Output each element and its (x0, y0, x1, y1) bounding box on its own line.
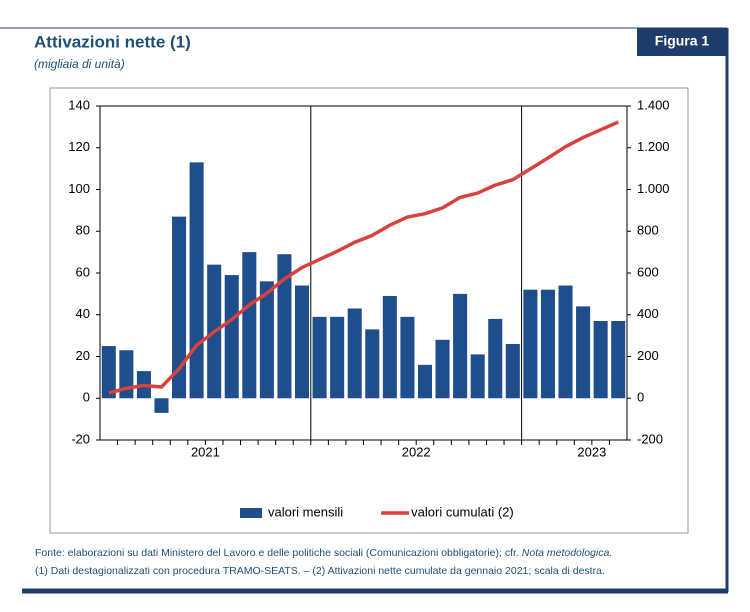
x-tick-label: 2021 (191, 444, 220, 459)
bar (330, 316, 345, 399)
bar (294, 285, 310, 399)
line (108, 120, 619, 395)
bar (382, 295, 397, 399)
bar (576, 306, 591, 399)
figure-badge (637, 28, 727, 56)
y-tick-label: -20 (71, 431, 90, 446)
x-tick-label: 2022 (402, 444, 431, 459)
y2-tick-label: 1.200 (637, 139, 670, 154)
bar (365, 329, 380, 399)
y2-tick-label: 1.000 (637, 181, 670, 196)
source-ref: Nota metodologica. (522, 547, 612, 559)
y2-tick-label: 800 (637, 223, 659, 238)
y-tick-label: 140 (68, 97, 90, 112)
bar (558, 285, 573, 399)
y-tick-label: 100 (68, 181, 90, 196)
y-tick-label: 80 (76, 223, 90, 238)
bar (154, 398, 169, 413)
bar (470, 354, 485, 399)
footnote-note: (1) Dati destagionalizzati con procedura… (35, 565, 605, 577)
bar (400, 316, 415, 399)
bar (172, 216, 187, 399)
y-tick-label: 120 (68, 139, 90, 154)
x-tick-label: 2023 (577, 444, 606, 459)
subtitle: (migliaia di unità) (34, 57, 125, 71)
bar (242, 252, 257, 399)
bar (611, 321, 626, 399)
figure-label: Figura 1 (655, 33, 710, 49)
y2-tick-label: 1.400 (637, 97, 670, 112)
legend-label: valori mensili (268, 504, 343, 519)
y-tick-label: 0 (83, 390, 90, 405)
y-tick-label: 40 (76, 306, 90, 321)
y-tick-label: 60 (76, 264, 90, 279)
title: Attivazioni nette (1) (34, 32, 191, 51)
y2-tick-label: 400 (637, 306, 659, 321)
bar (417, 364, 433, 399)
y2-tick-label: 200 (637, 348, 659, 363)
bar (347, 308, 362, 399)
y2-tick-label: 0 (637, 390, 644, 405)
bar (523, 289, 538, 399)
bar (540, 289, 555, 399)
bar (259, 281, 274, 399)
bar (505, 343, 520, 399)
bar (593, 321, 608, 399)
bar (435, 339, 450, 399)
chart-panel (49, 87, 689, 534)
legend-label: valori cumulati (2) (411, 504, 514, 519)
bar (189, 162, 204, 399)
bar (224, 275, 239, 399)
bar (101, 346, 116, 399)
y2-tick-label: -200 (637, 431, 663, 446)
legend-swatch (240, 508, 262, 518)
footnote-source: Fonte: elaborazioni su dati Ministero de… (35, 547, 612, 559)
y-tick-label: 20 (76, 348, 90, 363)
source-text: Fonte: elaborazioni su dati Ministero de… (35, 547, 522, 559)
bar (453, 293, 468, 399)
y2-tick-label: 600 (637, 264, 659, 279)
bar (488, 318, 503, 399)
bar (312, 316, 327, 399)
bar (277, 254, 292, 399)
